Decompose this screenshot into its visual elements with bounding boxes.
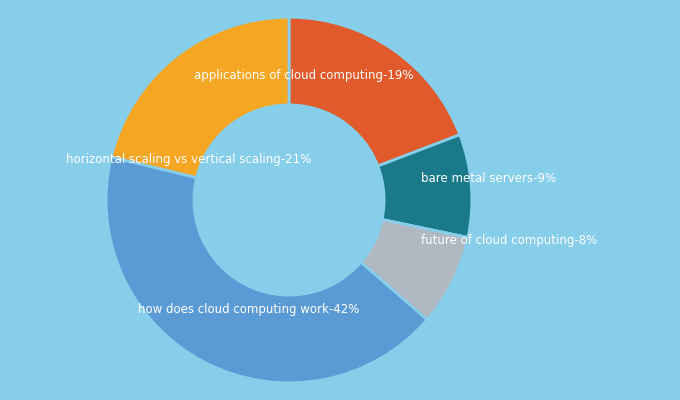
Wedge shape	[378, 135, 472, 238]
Wedge shape	[289, 17, 460, 166]
Wedge shape	[106, 157, 427, 383]
Text: how does cloud computing work-42%: how does cloud computing work-42%	[138, 303, 360, 316]
Text: horizontal scaling vs vertical scaling-21%: horizontal scaling vs vertical scaling-2…	[66, 153, 311, 166]
Text: future of cloud computing-8%: future of cloud computing-8%	[421, 234, 597, 247]
Wedge shape	[112, 17, 289, 178]
Text: applications of cloud computing-19%: applications of cloud computing-19%	[194, 69, 413, 82]
Text: bare metal servers-9%: bare metal servers-9%	[421, 172, 556, 184]
Wedge shape	[361, 220, 468, 320]
